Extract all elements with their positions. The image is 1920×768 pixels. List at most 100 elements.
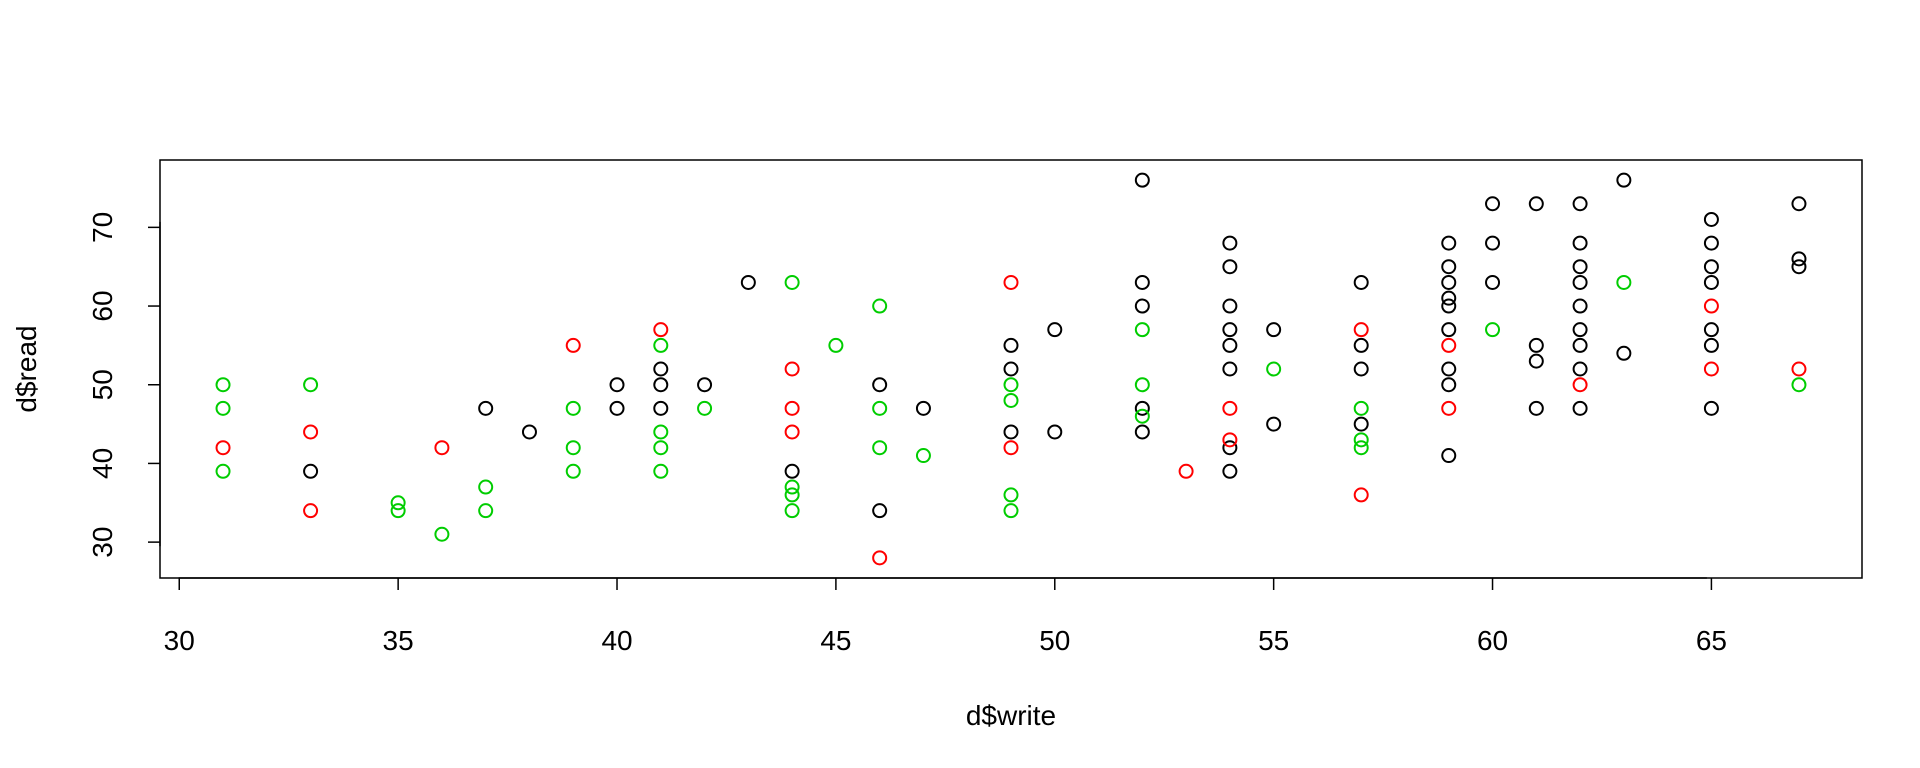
y-tick-label: 60 — [87, 290, 118, 321]
data-point-green — [828, 337, 844, 353]
data-point-green — [1003, 377, 1019, 393]
data-point-black — [653, 400, 669, 416]
data-point-black — [303, 463, 319, 479]
data-point-red — [215, 440, 231, 456]
data-point-black — [1616, 172, 1632, 188]
data-point-black — [653, 377, 669, 393]
data-point-red — [1791, 361, 1807, 377]
data-point-black — [1791, 251, 1807, 267]
data-point-green — [1003, 487, 1019, 503]
data-point-black — [1003, 361, 1019, 377]
data-point-green — [653, 424, 669, 440]
data-point-black — [1441, 377, 1457, 393]
data-point-green — [1266, 361, 1282, 377]
data-point-green — [478, 479, 494, 495]
data-point-red — [1353, 322, 1369, 338]
data-point-green — [653, 337, 669, 353]
x-tick-label: 35 — [383, 625, 414, 656]
data-point-black — [1703, 211, 1719, 227]
x-tick-label: 55 — [1258, 625, 1289, 656]
data-point-green — [872, 298, 888, 314]
data-point-black — [1353, 416, 1369, 432]
data-point-black — [1134, 172, 1150, 188]
data-point-black — [1791, 259, 1807, 275]
data-point-red — [1178, 463, 1194, 479]
data-point-black — [1134, 298, 1150, 314]
data-point-black — [1572, 235, 1588, 251]
data-point-red — [653, 322, 669, 338]
data-point-green — [565, 440, 581, 456]
data-point-black — [1485, 196, 1501, 212]
data-point-red — [872, 550, 888, 566]
data-point-black — [1528, 337, 1544, 353]
data-point-black — [1485, 235, 1501, 251]
points-layer — [215, 172, 1807, 566]
data-point-black — [1134, 274, 1150, 290]
x-tick-label: 30 — [164, 625, 195, 656]
data-point-black — [915, 400, 931, 416]
x-tick-label: 40 — [601, 625, 632, 656]
y-axis-ticks — [148, 226, 160, 543]
data-point-black — [1047, 322, 1063, 338]
data-point-black — [1222, 298, 1238, 314]
data-point-green — [784, 274, 800, 290]
y-tick-label: 40 — [87, 448, 118, 479]
data-point-green — [1134, 408, 1150, 424]
data-point-green — [1791, 377, 1807, 393]
data-point-black — [1572, 274, 1588, 290]
data-point-black — [1528, 353, 1544, 369]
data-point-red — [565, 337, 581, 353]
data-point-black — [1703, 400, 1719, 416]
y-tick-label: 70 — [87, 212, 118, 243]
data-point-green — [1003, 392, 1019, 408]
data-point-green — [390, 503, 406, 519]
data-point-black — [697, 377, 713, 393]
x-tick-label: 45 — [820, 625, 851, 656]
data-point-black — [1572, 196, 1588, 212]
data-point-black — [1222, 440, 1238, 456]
data-point-black — [1528, 196, 1544, 212]
data-point-black — [1222, 235, 1238, 251]
y-axis-label: d$read — [11, 325, 42, 412]
x-axis-label: d$write — [966, 700, 1056, 731]
data-point-red — [1003, 274, 1019, 290]
data-point-red — [784, 361, 800, 377]
data-point-red — [1222, 400, 1238, 416]
data-point-black — [1222, 361, 1238, 377]
data-point-black — [478, 400, 494, 416]
data-point-red — [303, 424, 319, 440]
data-point-black — [1528, 400, 1544, 416]
data-point-black — [1572, 322, 1588, 338]
data-point-black — [1703, 274, 1719, 290]
data-point-green — [565, 400, 581, 416]
data-point-black — [1266, 416, 1282, 432]
data-point-black — [1266, 322, 1282, 338]
x-tick-label: 60 — [1477, 625, 1508, 656]
data-point-black — [1441, 361, 1457, 377]
data-point-red — [1441, 337, 1457, 353]
data-point-green — [478, 503, 494, 519]
data-point-green — [1616, 274, 1632, 290]
data-point-black — [784, 463, 800, 479]
data-point-black — [1616, 345, 1632, 361]
data-point-green — [872, 400, 888, 416]
data-point-green — [565, 463, 581, 479]
data-point-red — [1003, 440, 1019, 456]
data-point-red — [784, 400, 800, 416]
data-point-black — [1441, 290, 1457, 306]
data-point-green — [653, 463, 669, 479]
data-point-green — [1134, 322, 1150, 338]
data-point-black — [1003, 424, 1019, 440]
data-point-black — [740, 274, 756, 290]
data-point-green — [215, 400, 231, 416]
data-point-black — [1572, 361, 1588, 377]
data-point-black — [1703, 259, 1719, 275]
data-point-red — [1703, 361, 1719, 377]
data-point-green — [784, 487, 800, 503]
x-axis-ticks — [178, 578, 1713, 590]
data-point-green — [434, 526, 450, 542]
data-point-red — [784, 424, 800, 440]
data-point-green — [303, 377, 319, 393]
data-point-green — [1485, 322, 1501, 338]
